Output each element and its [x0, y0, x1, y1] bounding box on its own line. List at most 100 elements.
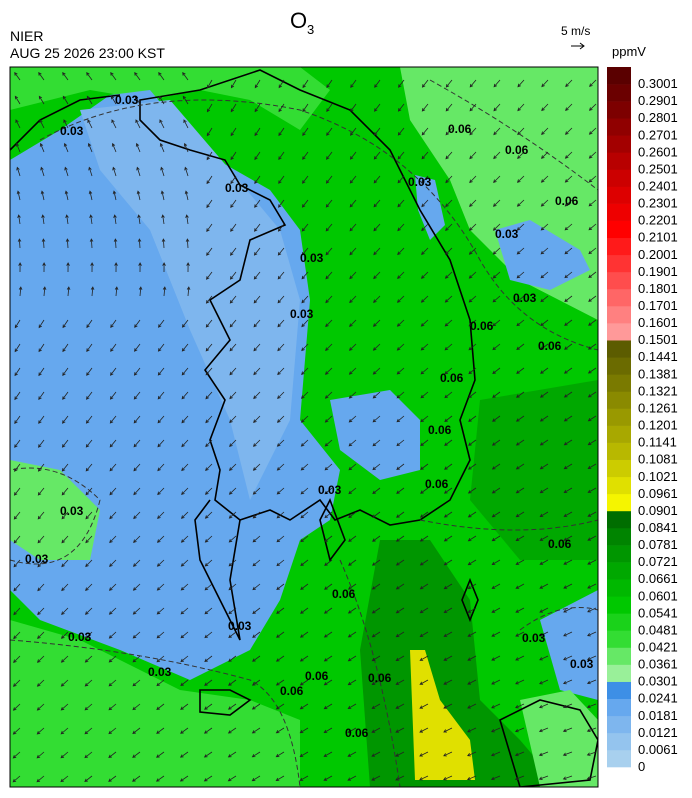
wind-arrow	[13, 559, 21, 568]
wind-arrow	[205, 367, 213, 376]
wind-arrow	[540, 223, 549, 231]
colorbar-label: 0	[638, 759, 645, 774]
wind-arrow	[468, 439, 477, 446]
wind-arrow	[229, 295, 237, 304]
wind-arrow	[492, 367, 501, 375]
field-region	[80, 100, 300, 500]
wind-arrow	[395, 631, 405, 638]
wind-arrow	[229, 271, 237, 280]
wind-arrow	[326, 103, 333, 113]
colorbar-label: 0.1261	[638, 400, 678, 415]
wind-arrow	[60, 775, 69, 783]
wind-arrow	[253, 295, 261, 304]
wind-arrow	[41, 214, 45, 225]
contour-label: 0.06	[448, 122, 472, 136]
wind-arrow	[230, 151, 237, 161]
wind-arrow	[66, 262, 70, 273]
wind-arrow	[444, 295, 453, 303]
colorbar-swatch	[607, 220, 631, 239]
wind-arrow	[16, 166, 21, 177]
map-frame	[9, 66, 599, 788]
wind-arrow	[443, 535, 453, 542]
wind-arrow	[491, 511, 501, 518]
wind-arrow	[132, 727, 141, 735]
wind-arrow	[541, 103, 549, 112]
wind-arrow	[113, 238, 118, 249]
wind-arrow	[42, 262, 46, 273]
wind-arrow	[37, 583, 45, 592]
colorbar-label: 0.1441	[638, 349, 678, 364]
wind-arrow	[18, 286, 23, 297]
wind-arrow	[277, 247, 285, 256]
wind-arrow	[181, 463, 189, 472]
contour-labels: 0.030.03 0.060.060.060.030.030.030.060.06…	[25, 93, 594, 740]
wind-arrow	[179, 751, 189, 758]
wind-arrow	[421, 199, 429, 208]
colorbar-label: 0.1601	[638, 315, 678, 330]
wind-arrow	[586, 727, 597, 732]
wind-arrow	[14, 463, 21, 472]
wind-arrow	[276, 607, 285, 614]
wind-arrow	[467, 511, 477, 518]
wind-arrow	[517, 127, 525, 136]
wind-arrow	[468, 343, 477, 351]
wind-arrow	[563, 487, 573, 494]
wind-arrow	[325, 247, 333, 256]
wind-arrow	[469, 175, 477, 184]
wind-arrow	[347, 583, 357, 590]
wind-arrow	[347, 775, 357, 781]
wind-arrow	[112, 190, 117, 201]
wind-arrow	[469, 103, 477, 112]
wind-arrow	[276, 487, 285, 495]
wind-arrow	[347, 727, 357, 733]
wind-arrow	[85, 463, 93, 472]
wind-arrow	[538, 775, 549, 780]
wind-arrow	[587, 415, 597, 422]
wind-arrow	[372, 319, 381, 327]
wind-arrow	[564, 271, 573, 279]
wind-arrow	[324, 391, 333, 399]
wind-arrow	[300, 535, 309, 543]
wind-arrow	[516, 223, 525, 231]
wind-arrow	[277, 295, 285, 304]
field-region	[10, 67, 330, 130]
wind-arrow	[469, 151, 477, 160]
wind-arrow	[38, 95, 45, 105]
wind-arrow	[14, 95, 21, 105]
wind-arrow	[468, 247, 477, 255]
wind-arrow	[17, 214, 21, 225]
wind-arrow	[301, 199, 309, 208]
wind-arrow	[162, 262, 166, 273]
wind-arrow	[299, 631, 309, 638]
wind-arrow	[516, 199, 525, 207]
wind-arrow	[228, 655, 237, 662]
wind-arrow	[419, 655, 429, 661]
wind-arrow	[372, 367, 381, 375]
wind-arrow	[16, 190, 21, 201]
wind-arrow	[108, 727, 117, 735]
wind-arrow	[301, 343, 309, 352]
wind-arrow	[445, 199, 453, 208]
wind-arrow	[276, 631, 285, 638]
wind-arrow	[13, 487, 21, 496]
wind-arrow	[517, 151, 525, 159]
wind-arrow	[62, 343, 69, 353]
wind-arrow	[183, 142, 189, 153]
wind-arrow	[347, 703, 357, 710]
colorbar-swatch	[607, 579, 631, 597]
colorbar-label: 0.2901	[638, 93, 678, 108]
wind-arrow	[515, 631, 525, 637]
wind-arrow	[134, 95, 141, 105]
wind-arrow	[540, 199, 549, 207]
wind-arrow	[539, 439, 549, 446]
wind-arrow	[204, 679, 213, 686]
wind-arrow	[491, 679, 501, 685]
wind-arrow	[396, 391, 405, 399]
wind-arrow	[421, 223, 429, 232]
wind-arrow	[86, 95, 93, 105]
wind-arrow	[252, 655, 261, 662]
wind-arrow	[228, 583, 237, 591]
wind-arrow	[276, 415, 285, 423]
colorbar-label: 0.0421	[638, 639, 678, 654]
wind-arrow	[204, 559, 213, 567]
